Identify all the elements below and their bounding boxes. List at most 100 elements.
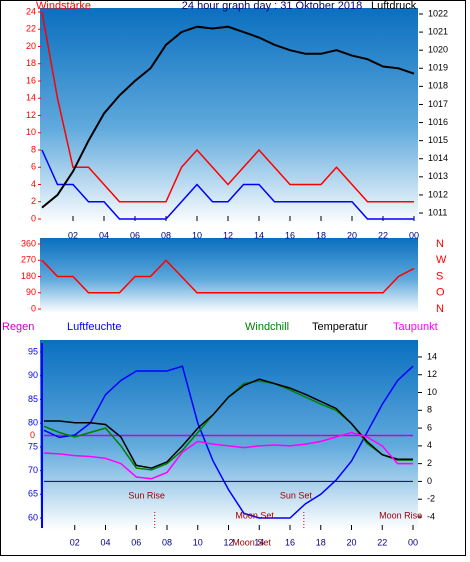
x-tick-label: 08 <box>161 230 171 240</box>
series-line <box>41 149 414 220</box>
x-tick-label: 18 <box>316 230 326 240</box>
panel-direction <box>40 238 418 313</box>
y-tick-label: 70 <box>28 465 38 475</box>
y-tick-label: 90 <box>26 287 36 297</box>
series-line <box>44 378 413 469</box>
y-tick-label: 180 <box>21 271 36 281</box>
event-label: Moon Set <box>235 510 274 520</box>
y2-tick-label: 1018 <box>428 81 448 91</box>
y-tick-label: 16 <box>26 75 36 85</box>
y-tick-label: 6 <box>31 162 36 172</box>
y-tick-label: 12 <box>26 110 36 120</box>
y2-tick-label: 1015 <box>428 135 448 145</box>
y-tick-label: 2 <box>31 196 36 206</box>
event-label: Sun Rise <box>128 490 165 500</box>
y2-tick-label: -2 <box>427 494 435 504</box>
y-tick-label: 20 <box>26 41 36 51</box>
x-tick-label: 20 <box>346 537 356 547</box>
y2-tick-label: -4 <box>427 511 435 521</box>
y-tick-label: 75 <box>28 441 38 451</box>
x-tick-label: 18 <box>316 537 326 547</box>
x-tick-label: 12 <box>223 537 233 547</box>
series-line <box>41 259 415 294</box>
x-tick-label: 06 <box>131 537 141 547</box>
legend-label: Luftfeuchte <box>67 321 121 333</box>
x-tick-label: 00 <box>408 537 418 547</box>
y2-tick-label: 1017 <box>428 99 448 109</box>
chart-title: 24 hour graph day : 31 Oktober 2018 <box>182 0 362 12</box>
y-label: Windstärke <box>36 0 91 12</box>
y-tick-label: 4 <box>31 179 36 189</box>
y-tick-label: 360 <box>21 238 36 248</box>
panel-wind <box>40 8 418 225</box>
x-tick-label: 10 <box>192 230 202 240</box>
x-tick-label: 06 <box>130 230 140 240</box>
x-tick-label: 00 <box>409 230 419 240</box>
y-tick-label: 24 <box>26 6 36 16</box>
legend-label: Temperatur <box>312 321 368 333</box>
direction-label: N <box>436 238 444 250</box>
y2-tick-label: 1021 <box>428 26 448 36</box>
x-tick-label: 22 <box>378 230 388 240</box>
series-line <box>43 365 414 519</box>
legend-label: Windchill <box>245 321 289 333</box>
x-tick-label: 22 <box>377 537 387 547</box>
direction-label: W <box>436 254 447 266</box>
x-tick-label: 14 <box>254 230 264 240</box>
y-tick-label: 14 <box>26 93 36 103</box>
y2-tick-label: 1022 <box>428 8 448 18</box>
y2-tick-label: 1020 <box>428 45 448 55</box>
y-tick-label: 85 <box>28 394 38 404</box>
event-label: Moon Set <box>232 537 271 547</box>
series-line <box>43 431 413 480</box>
event-label: Sun Set <box>280 490 313 500</box>
y-tick-label: 22 <box>26 24 36 34</box>
y-tick-label: 95 <box>28 346 38 356</box>
x-tick-label: 12 <box>223 230 233 240</box>
y-tick-label: 0 <box>31 303 36 313</box>
y2-tick-label: 1012 <box>428 189 448 199</box>
y2-tick-label: 2 <box>427 458 432 468</box>
y2-tick-label: 1011 <box>428 207 447 217</box>
x-tick-label: 16 <box>285 537 295 547</box>
y-tick-label: 90 <box>28 370 38 380</box>
rain-tick-label: 0 <box>30 430 35 440</box>
y2-tick-label: 12 <box>427 369 437 379</box>
x-tick-label: 04 <box>100 537 110 547</box>
direction-label: N <box>436 303 444 315</box>
y-tick-label: 270 <box>21 255 36 265</box>
x-tick-label: 08 <box>162 537 172 547</box>
direction-label: S <box>436 270 443 282</box>
y-tick-label: 80 <box>28 418 38 428</box>
series-line <box>41 25 415 209</box>
y2-tick-label: 1013 <box>428 171 448 181</box>
x-tick-label: 16 <box>285 230 295 240</box>
y2-tick-label: 0 <box>427 476 432 486</box>
y2-tick-label: 4 <box>427 440 432 450</box>
x-tick-label: 04 <box>99 230 109 240</box>
x-tick-label: 02 <box>68 230 78 240</box>
legend-label: Regen <box>2 321 34 333</box>
x-tick-label: 20 <box>347 230 357 240</box>
y2-tick-label: 1014 <box>428 153 448 163</box>
legend-label: Taupunkt <box>393 321 438 333</box>
direction-label: O <box>436 287 445 299</box>
y2-tick-label: 1016 <box>428 117 448 127</box>
y-tick-label: 60 <box>28 512 38 522</box>
y-tick-label: 0 <box>31 213 36 223</box>
y2-label: Luftdruck <box>371 0 417 12</box>
y2-tick-label: 8 <box>427 405 432 415</box>
y-tick-label: 65 <box>28 489 38 499</box>
y2-tick-label: 10 <box>427 387 437 397</box>
event-label: Moon Rise <box>379 510 422 520</box>
y2-tick-label: 1019 <box>428 63 448 73</box>
y2-tick-label: 6 <box>427 422 432 432</box>
y-tick-label: 8 <box>31 144 36 154</box>
x-tick-label: 10 <box>193 537 203 547</box>
series-line <box>41 11 414 203</box>
y-tick-label: 18 <box>26 58 36 68</box>
y2-tick-label: 14 <box>427 351 437 361</box>
x-tick-label: 02 <box>70 537 80 547</box>
x-tick-label: 14 <box>254 537 264 547</box>
